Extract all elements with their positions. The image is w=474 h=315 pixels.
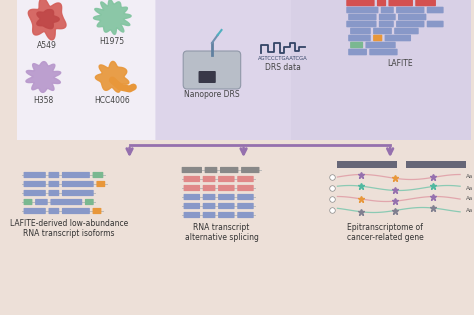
FancyBboxPatch shape — [373, 35, 383, 41]
Text: A549: A549 — [37, 41, 57, 50]
FancyBboxPatch shape — [203, 203, 215, 209]
Text: H358: H358 — [33, 96, 54, 105]
FancyBboxPatch shape — [427, 7, 444, 13]
FancyBboxPatch shape — [379, 14, 396, 20]
FancyBboxPatch shape — [350, 28, 371, 34]
Polygon shape — [155, 0, 310, 140]
FancyBboxPatch shape — [237, 203, 254, 209]
FancyBboxPatch shape — [203, 194, 215, 200]
Text: HCC4006: HCC4006 — [94, 96, 130, 105]
FancyBboxPatch shape — [348, 49, 367, 55]
FancyBboxPatch shape — [92, 208, 101, 214]
FancyBboxPatch shape — [398, 14, 426, 20]
Text: Aa: Aa — [466, 197, 473, 202]
FancyBboxPatch shape — [406, 161, 466, 168]
FancyBboxPatch shape — [394, 28, 419, 34]
FancyBboxPatch shape — [241, 167, 259, 173]
Polygon shape — [292, 0, 471, 140]
FancyBboxPatch shape — [379, 21, 394, 27]
FancyBboxPatch shape — [96, 181, 105, 187]
FancyBboxPatch shape — [24, 208, 46, 214]
FancyBboxPatch shape — [48, 172, 59, 178]
Text: DRS data: DRS data — [265, 63, 301, 72]
Text: RNA transcript
alternative splicing: RNA transcript alternative splicing — [184, 223, 258, 243]
FancyBboxPatch shape — [369, 49, 398, 55]
FancyBboxPatch shape — [199, 71, 216, 83]
FancyBboxPatch shape — [182, 167, 202, 173]
FancyBboxPatch shape — [346, 21, 376, 27]
Polygon shape — [17, 0, 174, 140]
FancyBboxPatch shape — [24, 199, 32, 205]
FancyBboxPatch shape — [35, 199, 48, 205]
FancyBboxPatch shape — [218, 203, 235, 209]
FancyBboxPatch shape — [62, 190, 94, 196]
FancyBboxPatch shape — [365, 42, 396, 48]
FancyBboxPatch shape — [48, 181, 59, 187]
FancyBboxPatch shape — [183, 51, 241, 89]
Polygon shape — [95, 61, 129, 92]
FancyBboxPatch shape — [237, 212, 254, 218]
Text: H1975: H1975 — [100, 37, 125, 46]
FancyBboxPatch shape — [373, 28, 392, 34]
FancyBboxPatch shape — [346, 0, 374, 6]
FancyBboxPatch shape — [183, 176, 200, 182]
Text: Epitranscriptome of
cancer-related gene: Epitranscriptome of cancer-related gene — [347, 223, 424, 243]
FancyBboxPatch shape — [62, 172, 90, 178]
FancyBboxPatch shape — [348, 35, 371, 41]
FancyBboxPatch shape — [85, 199, 94, 205]
FancyBboxPatch shape — [384, 35, 411, 41]
FancyBboxPatch shape — [205, 167, 217, 173]
FancyBboxPatch shape — [183, 185, 200, 191]
FancyBboxPatch shape — [346, 7, 378, 13]
FancyBboxPatch shape — [183, 203, 200, 209]
FancyBboxPatch shape — [183, 194, 200, 200]
FancyBboxPatch shape — [17, 0, 471, 140]
FancyBboxPatch shape — [237, 185, 254, 191]
FancyBboxPatch shape — [337, 161, 397, 168]
FancyBboxPatch shape — [17, 140, 471, 315]
FancyBboxPatch shape — [396, 21, 424, 27]
FancyBboxPatch shape — [377, 0, 386, 6]
FancyBboxPatch shape — [388, 0, 413, 6]
FancyBboxPatch shape — [218, 185, 235, 191]
Polygon shape — [93, 0, 131, 34]
FancyBboxPatch shape — [381, 7, 394, 13]
Text: Aa: Aa — [466, 208, 473, 213]
Text: LAFITE-derived low-abundance
RNA transcript isoforms: LAFITE-derived low-abundance RNA transcr… — [10, 219, 128, 238]
Text: LAFITE: LAFITE — [387, 59, 412, 68]
Polygon shape — [28, 0, 66, 40]
FancyBboxPatch shape — [203, 212, 215, 218]
FancyBboxPatch shape — [203, 176, 215, 182]
FancyBboxPatch shape — [350, 42, 363, 48]
FancyBboxPatch shape — [237, 176, 254, 182]
Text: Aa: Aa — [466, 175, 473, 180]
FancyBboxPatch shape — [218, 176, 235, 182]
FancyBboxPatch shape — [218, 194, 235, 200]
FancyBboxPatch shape — [62, 208, 90, 214]
FancyBboxPatch shape — [24, 190, 46, 196]
FancyBboxPatch shape — [203, 185, 215, 191]
Text: AGTCCCTGAATCGA: AGTCCCTGAATCGA — [258, 56, 308, 61]
FancyBboxPatch shape — [183, 212, 200, 218]
FancyBboxPatch shape — [48, 208, 59, 214]
Polygon shape — [26, 62, 61, 92]
FancyBboxPatch shape — [218, 212, 235, 218]
FancyBboxPatch shape — [220, 167, 238, 173]
FancyBboxPatch shape — [427, 21, 444, 27]
Text: Aa: Aa — [466, 186, 473, 191]
FancyBboxPatch shape — [48, 190, 59, 196]
FancyBboxPatch shape — [92, 172, 103, 178]
FancyBboxPatch shape — [50, 199, 82, 205]
FancyBboxPatch shape — [62, 181, 94, 187]
FancyBboxPatch shape — [24, 181, 46, 187]
FancyBboxPatch shape — [348, 14, 376, 20]
FancyBboxPatch shape — [237, 194, 254, 200]
Text: Nanopore DRS: Nanopore DRS — [184, 90, 240, 99]
FancyBboxPatch shape — [24, 172, 46, 178]
Polygon shape — [37, 9, 59, 29]
FancyBboxPatch shape — [396, 7, 424, 13]
FancyBboxPatch shape — [415, 0, 436, 6]
